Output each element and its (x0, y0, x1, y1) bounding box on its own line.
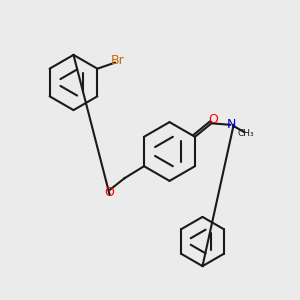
Text: Br: Br (111, 54, 125, 67)
Text: N: N (227, 118, 236, 131)
Text: O: O (208, 113, 218, 126)
Text: O: O (104, 185, 114, 199)
Text: CH₃: CH₃ (238, 129, 254, 138)
